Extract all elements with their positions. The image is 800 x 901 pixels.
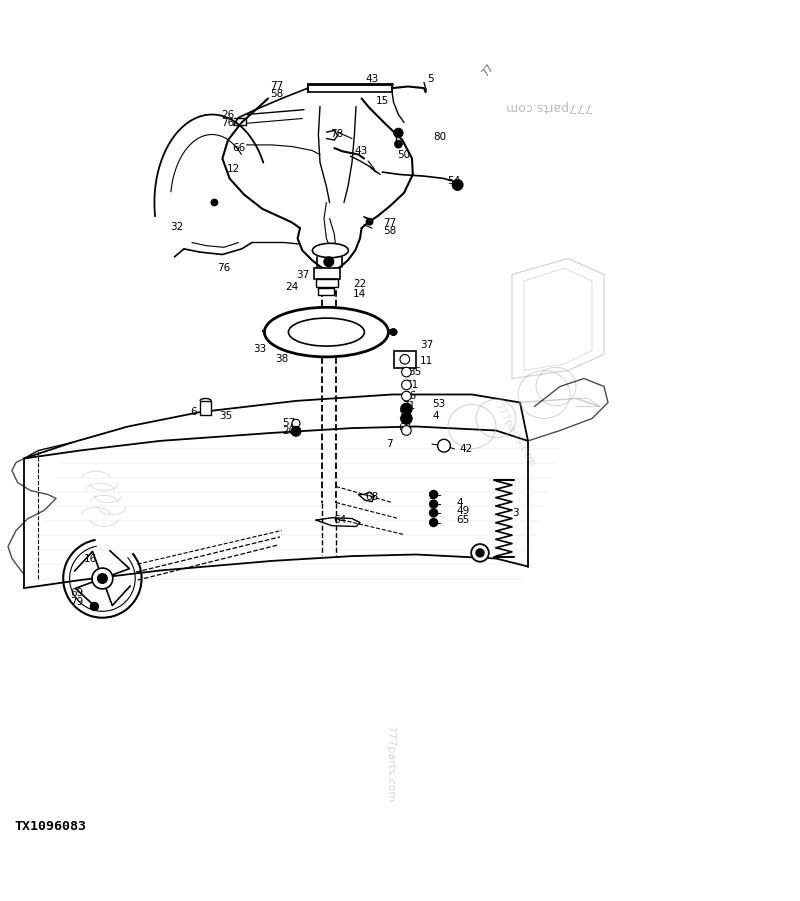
Ellipse shape [312, 243, 349, 258]
Circle shape [211, 199, 218, 205]
Text: 32: 32 [170, 223, 184, 232]
Circle shape [402, 391, 411, 401]
Text: 30: 30 [398, 411, 411, 421]
Text: 43: 43 [366, 74, 379, 85]
Text: 46: 46 [403, 391, 417, 401]
Text: 53: 53 [432, 399, 446, 409]
Text: 4: 4 [456, 498, 462, 508]
Text: 77: 77 [270, 81, 284, 91]
Text: 80: 80 [433, 132, 446, 141]
Circle shape [402, 368, 411, 377]
Text: 79: 79 [70, 596, 84, 606]
Circle shape [92, 569, 113, 589]
Text: 54: 54 [447, 176, 461, 186]
FancyBboxPatch shape [316, 279, 338, 287]
Text: 1: 1 [429, 491, 435, 501]
Circle shape [324, 257, 334, 267]
Ellipse shape [264, 307, 389, 357]
Text: 11: 11 [420, 356, 434, 366]
Circle shape [394, 140, 402, 148]
Circle shape [292, 419, 300, 427]
Text: 61: 61 [406, 380, 419, 390]
Circle shape [430, 518, 438, 526]
Text: 77: 77 [383, 218, 397, 228]
Text: 65: 65 [456, 515, 470, 525]
Text: 71: 71 [402, 402, 416, 412]
Text: 35: 35 [219, 411, 233, 421]
Text: 37: 37 [296, 269, 310, 279]
Text: 58: 58 [270, 88, 284, 99]
Text: 12: 12 [227, 164, 241, 174]
Text: 57: 57 [282, 418, 296, 428]
Text: 5: 5 [427, 74, 434, 85]
Text: 6: 6 [190, 407, 197, 417]
Text: 66: 66 [232, 143, 246, 153]
Text: 37: 37 [420, 340, 434, 350]
FancyBboxPatch shape [394, 350, 416, 369]
Circle shape [291, 426, 301, 436]
Circle shape [394, 128, 403, 138]
Text: 58: 58 [383, 226, 397, 236]
Circle shape [366, 219, 373, 225]
Text: 50: 50 [398, 150, 410, 160]
Text: 69: 69 [70, 587, 84, 598]
Ellipse shape [288, 318, 364, 346]
Text: 68: 68 [365, 492, 378, 502]
Text: 4: 4 [432, 411, 438, 421]
Circle shape [471, 544, 489, 561]
Circle shape [401, 413, 412, 424]
Text: 777parts.com: 777parts.com [505, 100, 591, 113]
Text: 60: 60 [398, 423, 411, 433]
Circle shape [98, 574, 107, 583]
FancyBboxPatch shape [200, 401, 211, 415]
FancyBboxPatch shape [318, 288, 334, 295]
Text: 3: 3 [512, 508, 518, 518]
Circle shape [400, 354, 410, 364]
Text: 7: 7 [386, 439, 393, 449]
Text: 42: 42 [459, 444, 473, 454]
Circle shape [430, 490, 438, 498]
Circle shape [90, 603, 98, 611]
Text: TX1096083: TX1096083 [14, 820, 86, 833]
Circle shape [430, 500, 438, 508]
Text: 43: 43 [354, 146, 368, 156]
Text: 49: 49 [456, 506, 470, 516]
Circle shape [402, 380, 411, 390]
Text: 76: 76 [221, 117, 234, 128]
Text: 14: 14 [353, 288, 366, 299]
Text: 20: 20 [282, 426, 295, 436]
Text: 33: 33 [253, 344, 266, 354]
Circle shape [430, 509, 438, 517]
Circle shape [452, 179, 463, 190]
Text: 22: 22 [353, 279, 366, 289]
Text: 777parts.com: 777parts.com [492, 401, 537, 469]
Circle shape [438, 440, 450, 452]
Text: 21: 21 [474, 551, 487, 561]
Text: 24: 24 [286, 282, 299, 292]
Text: 78: 78 [330, 129, 344, 139]
Text: 26: 26 [221, 110, 234, 120]
Text: 77: 77 [480, 62, 496, 78]
Circle shape [390, 329, 397, 335]
Circle shape [401, 404, 412, 414]
Text: 38: 38 [275, 354, 289, 364]
Text: 16: 16 [84, 553, 98, 563]
Text: 64: 64 [333, 515, 346, 525]
Circle shape [476, 549, 484, 557]
Text: 76: 76 [218, 263, 231, 273]
Text: 35: 35 [408, 367, 422, 378]
Text: 777parts.com: 777parts.com [386, 725, 395, 803]
FancyBboxPatch shape [314, 268, 340, 278]
Circle shape [402, 425, 411, 435]
Text: 15: 15 [376, 96, 390, 106]
